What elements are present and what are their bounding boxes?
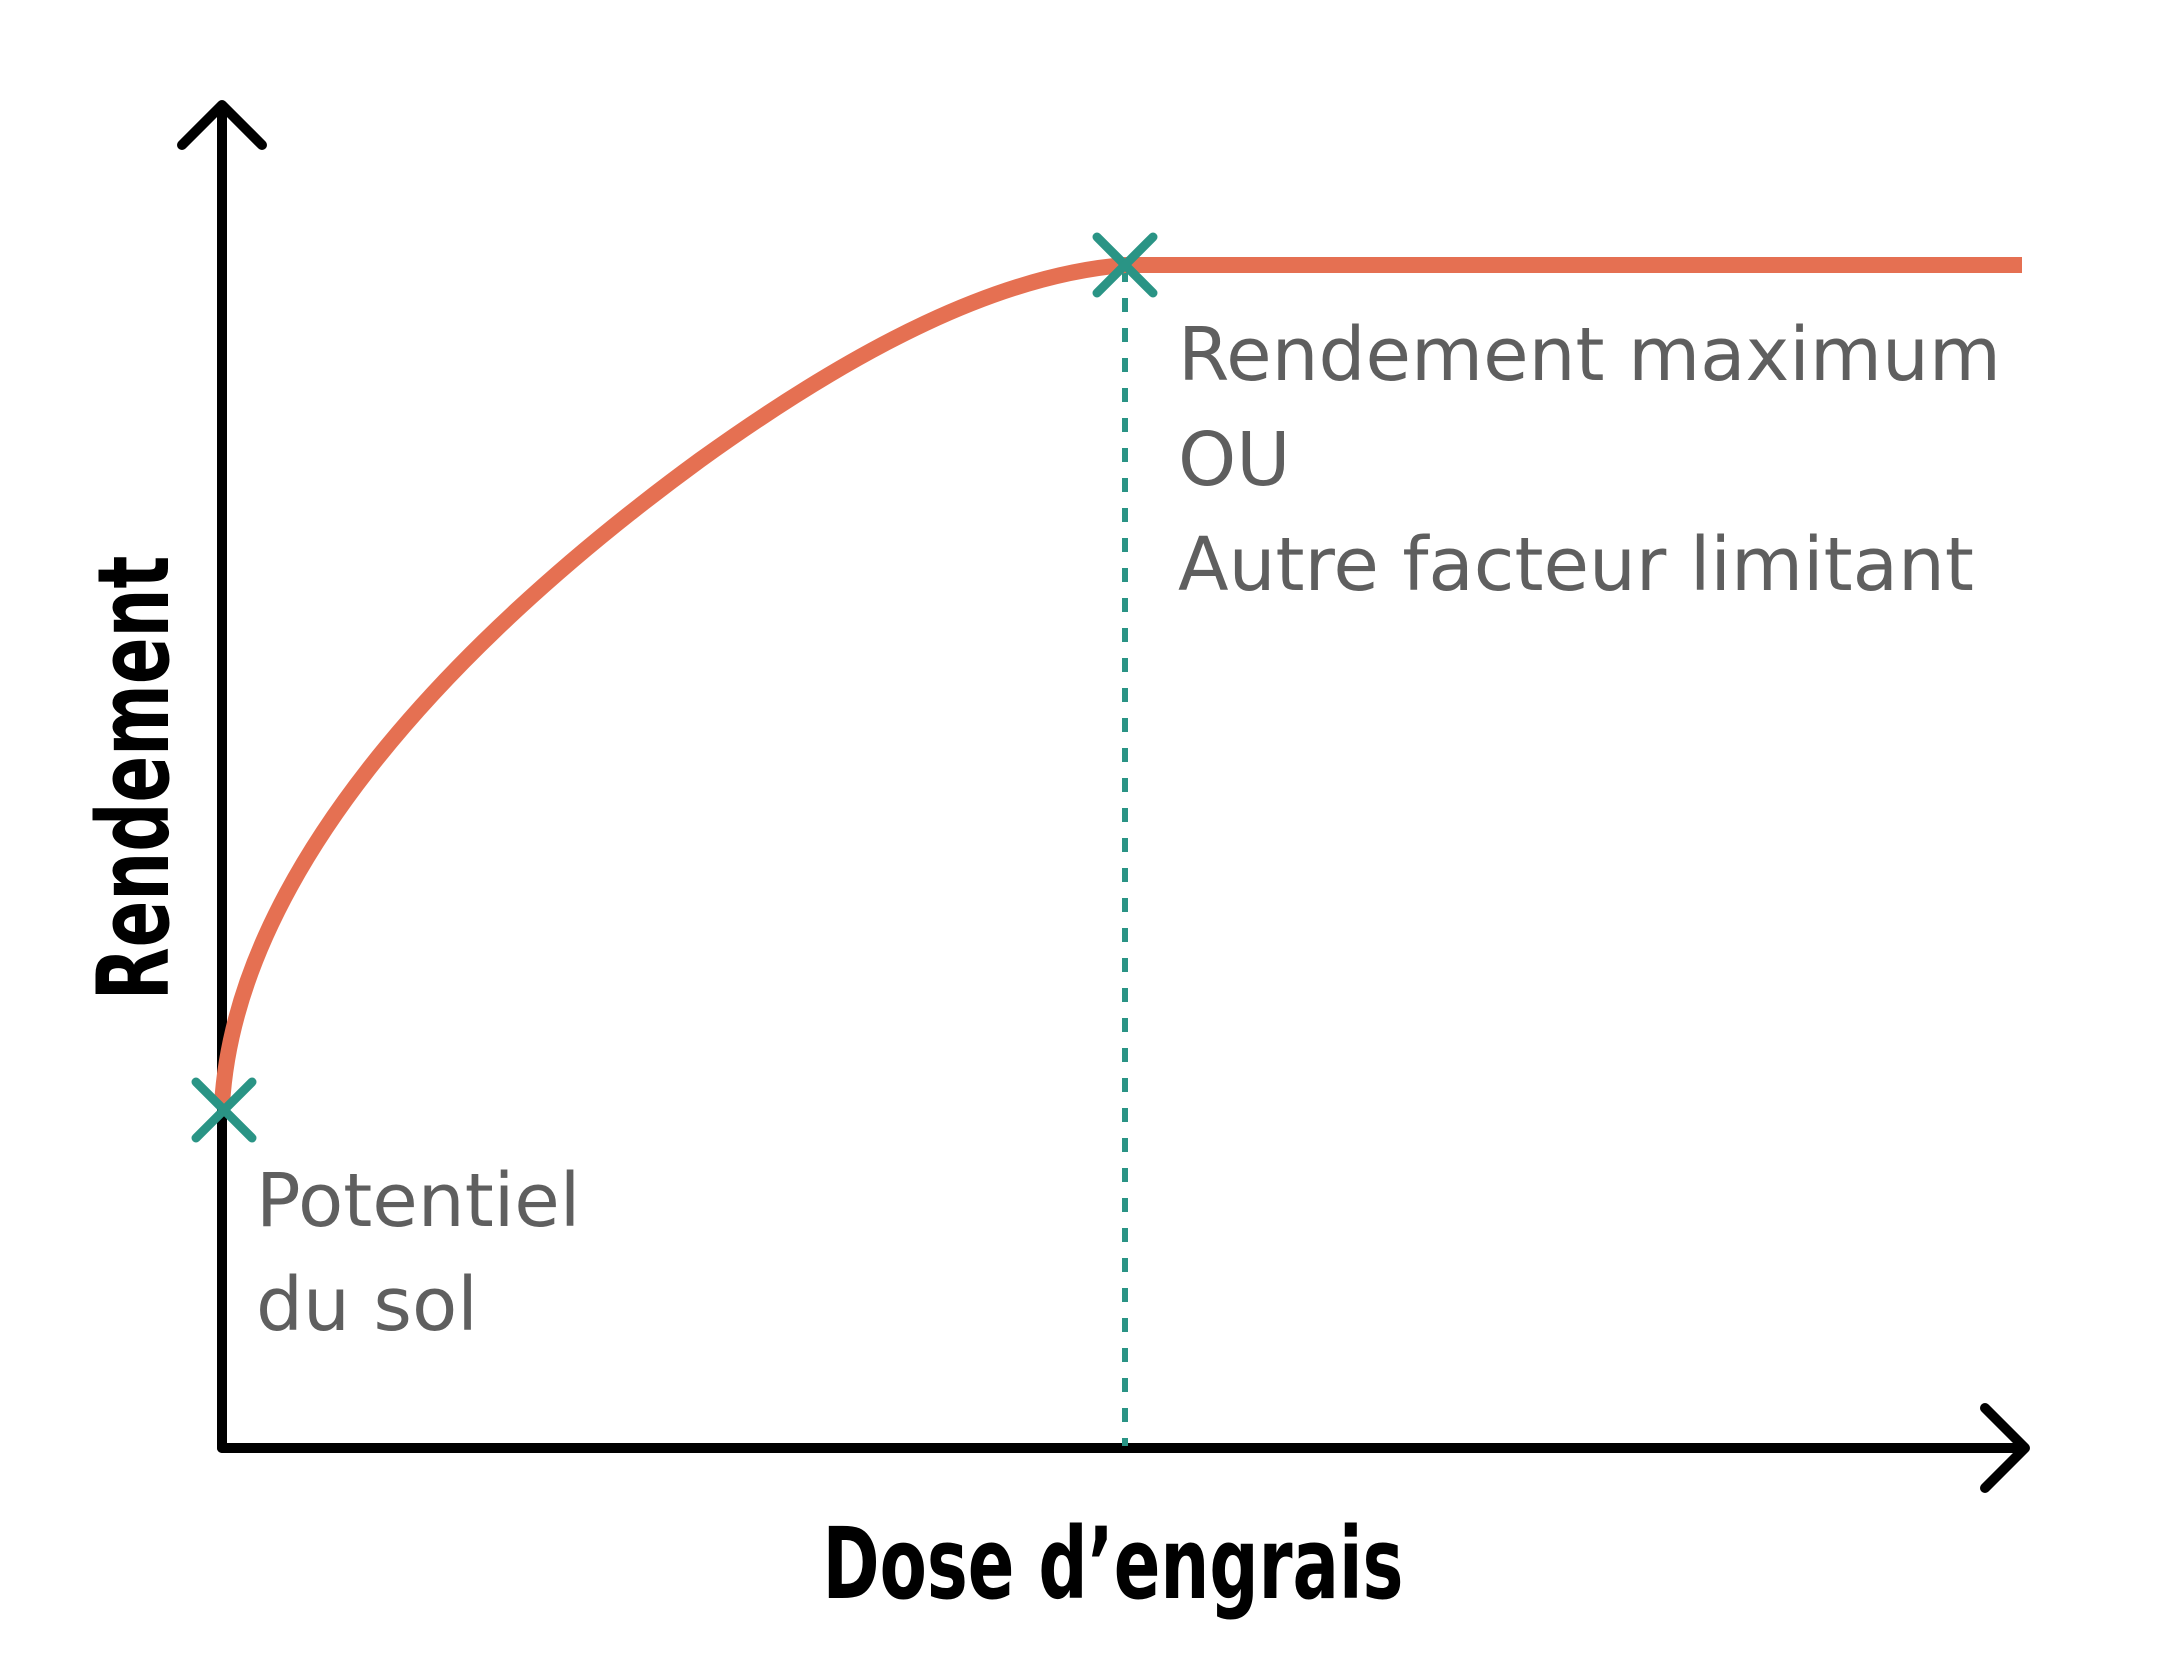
max-yield-line-1: Rendement maximum <box>1178 312 2001 398</box>
cross-marker-soil-potential <box>191 1077 257 1143</box>
soil-potential-annotation: Potentiel du sol <box>256 1158 580 1348</box>
x-axis-title: Dose d’engrais <box>823 1507 1404 1622</box>
max-yield-line-2: OU <box>1178 417 1290 503</box>
yield-response-curve <box>214 257 2022 1106</box>
max-yield-line-3: Autre facteur limitant <box>1178 522 1974 608</box>
x-axis-arrowhead <box>1980 1403 2030 1493</box>
soil-potential-line-2: du sol <box>256 1262 478 1348</box>
y-axis-arrowhead <box>177 100 267 150</box>
y-axis-title: Rendement <box>77 556 192 1001</box>
axes <box>177 100 2030 1493</box>
soil-potential-line-1: Potentiel <box>256 1158 580 1244</box>
cross-marker-max-yield <box>1092 232 1158 298</box>
max-yield-annotation: Rendement maximum OU Autre facteur limit… <box>1178 312 2001 608</box>
